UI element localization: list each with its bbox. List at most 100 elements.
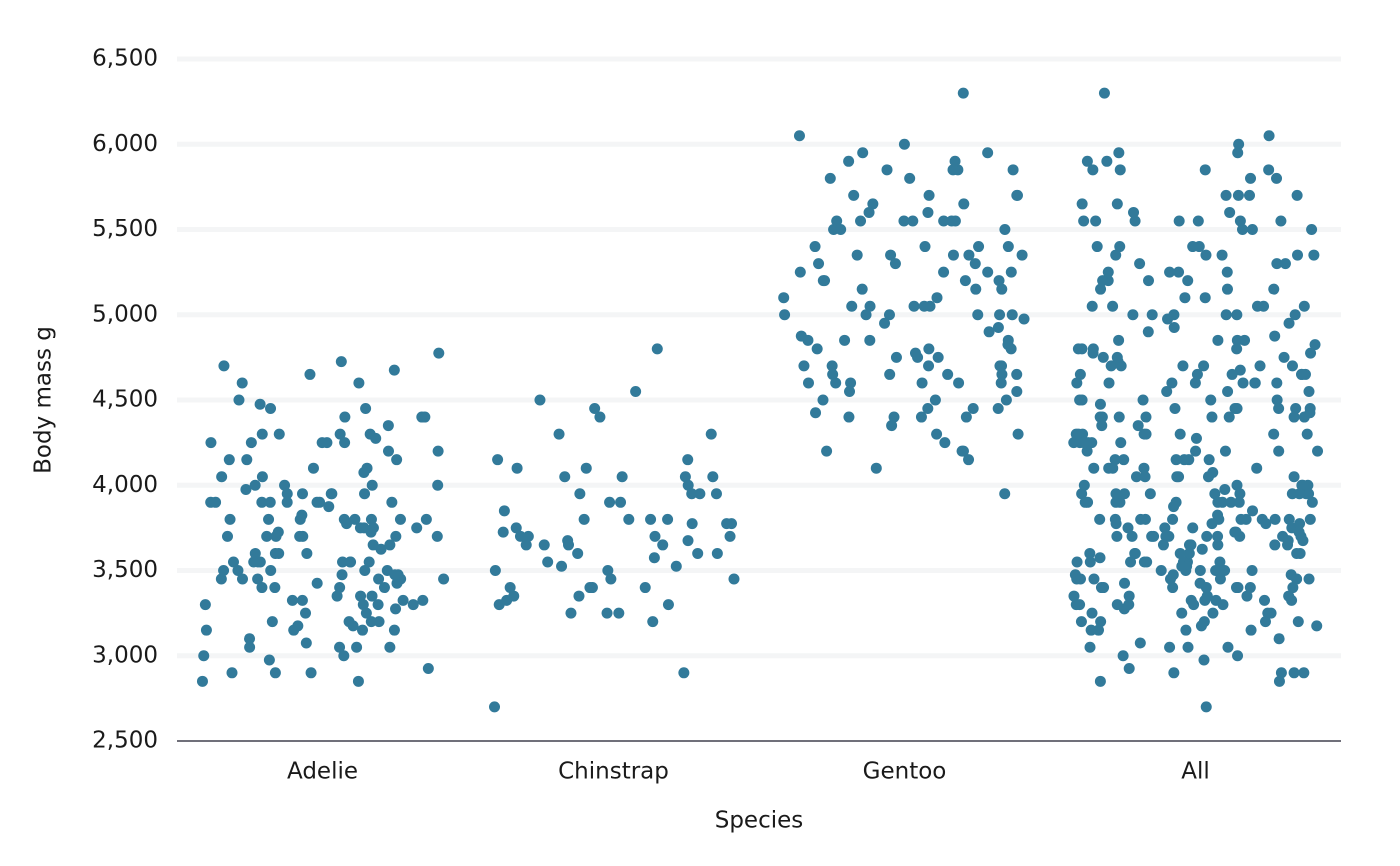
point <box>200 624 212 636</box>
point <box>386 496 398 508</box>
point <box>1102 266 1114 278</box>
point <box>417 594 429 606</box>
point <box>1117 650 1129 662</box>
point <box>1220 189 1232 201</box>
point <box>867 198 879 210</box>
point <box>1126 530 1138 542</box>
point <box>1084 641 1096 653</box>
point <box>236 377 248 389</box>
point <box>830 377 842 389</box>
point <box>1246 565 1258 576</box>
point <box>1143 275 1155 287</box>
point <box>294 530 306 542</box>
point <box>857 147 869 159</box>
point <box>1002 241 1014 253</box>
point <box>205 437 217 449</box>
point <box>1206 518 1218 530</box>
point <box>798 360 810 372</box>
point <box>1304 407 1316 419</box>
point <box>1148 530 1160 542</box>
point <box>670 560 682 572</box>
point <box>300 607 312 619</box>
point <box>254 398 266 410</box>
point <box>889 258 901 270</box>
points <box>196 87 1324 713</box>
point <box>1203 454 1215 466</box>
point <box>1118 488 1130 500</box>
point <box>563 539 575 551</box>
point <box>1107 300 1119 312</box>
point <box>970 283 982 295</box>
point <box>630 385 642 397</box>
point <box>1097 275 1109 287</box>
point <box>1220 309 1232 321</box>
point <box>707 471 719 483</box>
point <box>1123 663 1135 675</box>
point <box>335 356 347 368</box>
point <box>1113 334 1125 346</box>
point <box>1206 411 1218 423</box>
y-tick-label: 3,500 <box>92 557 158 583</box>
point <box>1090 215 1102 227</box>
point <box>1306 496 1318 508</box>
point <box>199 599 211 611</box>
point <box>821 445 833 457</box>
point <box>623 513 635 525</box>
point <box>489 565 501 576</box>
point <box>1288 471 1300 483</box>
point <box>300 637 312 649</box>
point <box>326 488 338 500</box>
point <box>1088 462 1100 474</box>
point <box>360 403 372 415</box>
point <box>572 547 584 559</box>
point <box>1212 334 1224 346</box>
point <box>1167 513 1179 525</box>
point <box>1303 573 1315 585</box>
point <box>1312 445 1324 457</box>
point <box>1068 590 1080 602</box>
point <box>1110 249 1122 261</box>
point <box>1229 403 1241 415</box>
point <box>1074 573 1086 585</box>
point <box>662 599 674 611</box>
point <box>999 224 1011 235</box>
point <box>605 573 617 585</box>
point <box>960 411 972 423</box>
point <box>639 582 651 594</box>
point <box>341 518 353 530</box>
y-tick-label: 5,500 <box>92 216 158 242</box>
point <box>1275 667 1287 679</box>
point <box>1157 539 1169 551</box>
point <box>261 530 273 542</box>
point <box>819 275 831 287</box>
point <box>1084 556 1096 568</box>
point <box>1209 488 1221 500</box>
point <box>1254 360 1266 372</box>
point <box>1166 377 1178 389</box>
point <box>1094 513 1106 525</box>
x-tick-label: All <box>1181 759 1210 785</box>
point <box>1247 505 1259 517</box>
point <box>1110 518 1122 530</box>
point <box>311 577 323 589</box>
point <box>1195 620 1207 632</box>
point <box>574 488 586 500</box>
point <box>1164 641 1176 653</box>
point <box>1205 394 1217 406</box>
point <box>347 620 359 632</box>
point <box>601 607 613 619</box>
point <box>1271 377 1283 389</box>
point <box>647 616 659 628</box>
point <box>249 479 261 491</box>
point <box>1263 164 1275 176</box>
point <box>1271 172 1283 184</box>
point <box>1237 377 1249 389</box>
point <box>686 518 698 530</box>
point <box>843 411 855 423</box>
point <box>556 560 568 572</box>
point <box>1178 454 1190 466</box>
point <box>388 624 400 636</box>
point <box>1239 334 1251 346</box>
point <box>1190 445 1202 457</box>
point <box>1304 513 1316 525</box>
